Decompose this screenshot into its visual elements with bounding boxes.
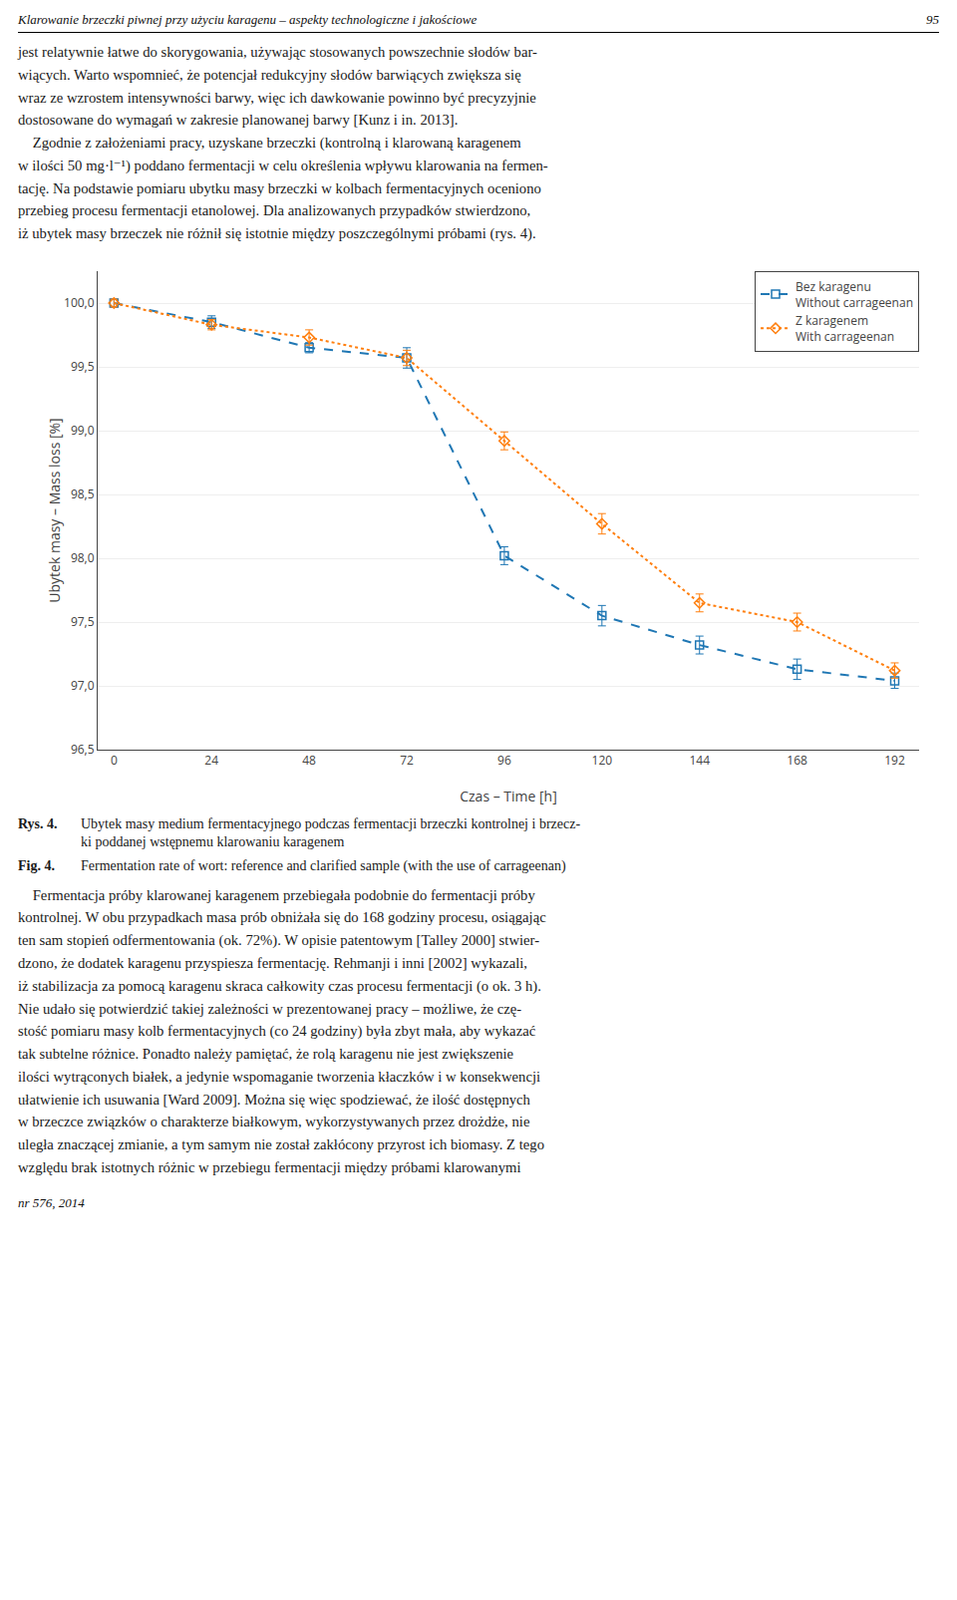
- html-text:Klarowanie brzeczki piwnej prz: Klarowanie brzeczki piwnej przy użyciu k…: [17, 11, 477, 27]
- svg-text:144: 144: [688, 751, 710, 769]
- svg-text:98,0: 98,0: [70, 549, 95, 567]
- svg-text:Czas – Time [h]: Czas – Time [h]: [459, 786, 558, 806]
- svg-text:Ubytek masy – Mass loss [%]: Ubytek masy – Mass loss [%]: [44, 417, 64, 603]
- svg-text:Z karagenemWith carrageenan: Z karagenemWith carrageenan: [795, 312, 895, 345]
- svg-text:99,0: 99,0: [70, 421, 95, 439]
- svg-text:48: 48: [302, 751, 317, 769]
- html-text:95: 95: [926, 11, 940, 27]
- html-text:Fermentacja próby klarowanej k: Fermentacja próby klarowanej karagenem p…: [17, 886, 546, 1176]
- svg-text:192: 192: [884, 751, 906, 769]
- html-text:nr 576, 2014: nr 576, 2014: [17, 1195, 85, 1211]
- html-text:Fig. 4.: Fig. 4.: [17, 858, 55, 874]
- svg-text:99,5: 99,5: [70, 357, 95, 375]
- svg-text:98,5: 98,5: [70, 485, 95, 503]
- html-text:Fermentation rate of wort: ref: Fermentation rate of wort: reference and…: [80, 858, 566, 874]
- svg-text:96: 96: [497, 751, 512, 769]
- svg-text:100,0: 100,0: [63, 294, 95, 312]
- svg-text:72: 72: [399, 751, 414, 769]
- svg-text:96,5: 96,5: [70, 740, 95, 758]
- html-text:Ubytek masy medium fermentacyj: Ubytek masy medium fermentacyjnego podcz…: [80, 816, 581, 850]
- svg-text:97,5: 97,5: [70, 613, 95, 631]
- svg-text:168: 168: [786, 751, 808, 769]
- svg-text:97,0: 97,0: [70, 676, 95, 694]
- svg-text:0: 0: [110, 751, 118, 769]
- svg-text:Bez karagenuWithout carrageena: Bez karagenuWithout carrageenan: [795, 278, 914, 312]
- html-text:jest relatywnie łatwe do skory: jest relatywnie łatwe do skorygowania, u…: [17, 43, 549, 242]
- svg-text:24: 24: [204, 751, 219, 769]
- html-text:Rys. 4.: Rys. 4.: [17, 816, 58, 832]
- svg-text:120: 120: [592, 751, 614, 769]
